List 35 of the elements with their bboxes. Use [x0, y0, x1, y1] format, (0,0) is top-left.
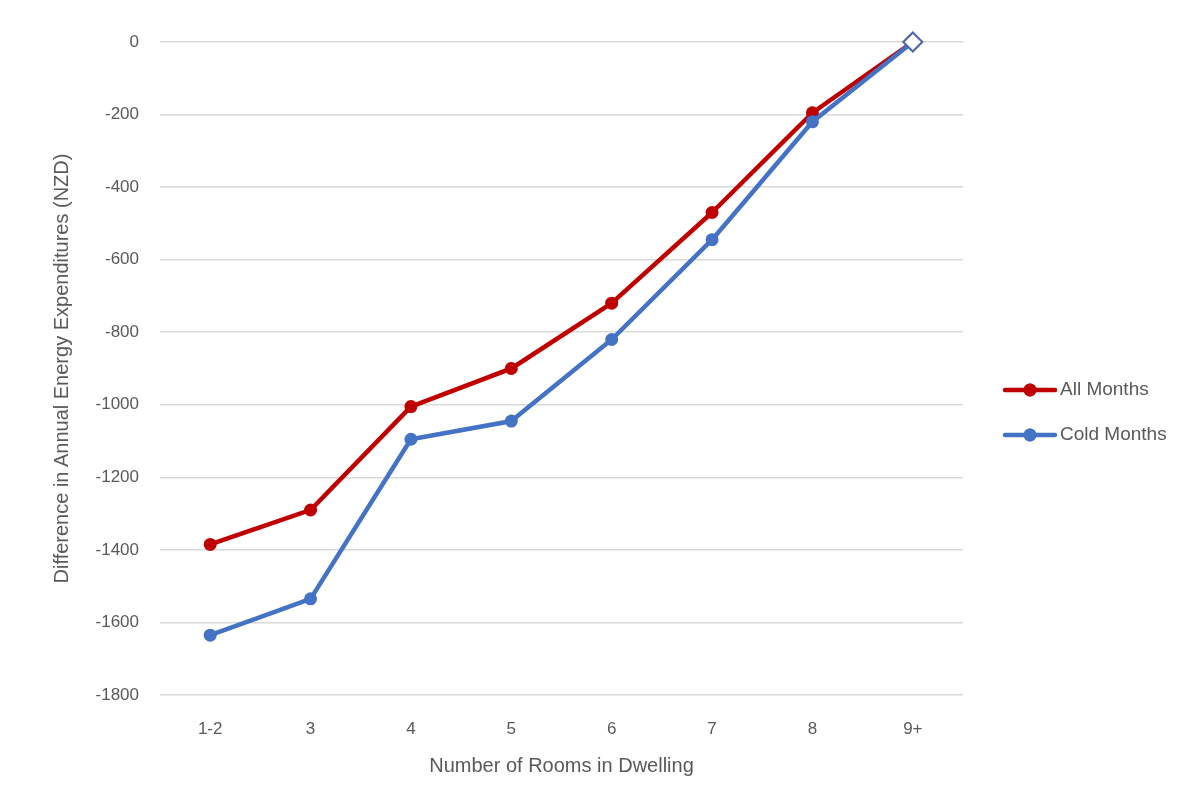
point — [805, 115, 819, 129]
point — [203, 537, 217, 551]
point — [304, 503, 318, 517]
y-tick-label: -400 — [104, 176, 139, 196]
x-tick-label: 7 — [707, 718, 717, 738]
x-tick-label: 3 — [305, 718, 316, 738]
x-tick-label: 6 — [606, 718, 617, 738]
point — [203, 628, 217, 642]
y-tick-label: -1000 — [95, 394, 139, 414]
point — [705, 206, 719, 220]
x-tick-label: 4 — [406, 718, 416, 738]
x-tick-label: 8 — [807, 718, 818, 738]
point — [304, 592, 318, 606]
point — [404, 432, 418, 446]
point — [504, 414, 518, 428]
point — [605, 332, 619, 346]
y-tick-label: -200 — [104, 104, 139, 124]
y-tick-label: -600 — [104, 249, 139, 269]
y-axis-title: Difference in Annual Energy Expenditures (NZD) — [49, 153, 72, 584]
x-tick-label: 9+ — [903, 718, 923, 738]
legend-label: Cold Months — [1060, 423, 1167, 445]
x-tick-label: 5 — [506, 718, 517, 738]
x-tick-label: 1-2 — [197, 718, 223, 738]
y-tick-label: -1800 — [95, 684, 139, 704]
y-tick-label: -1400 — [95, 539, 139, 559]
point — [504, 362, 518, 375]
y-tick-label: -800 — [104, 321, 139, 341]
point — [404, 400, 418, 414]
y-tick-label: 0 — [129, 31, 139, 51]
y-tick-label: -1200 — [95, 467, 139, 487]
x-axis-title: Number of Rooms in Dwelling — [429, 753, 694, 776]
point — [705, 233, 719, 247]
legend-label: All Months — [1060, 378, 1149, 400]
y-tick-label: -1600 — [95, 612, 139, 632]
point — [605, 296, 619, 310]
